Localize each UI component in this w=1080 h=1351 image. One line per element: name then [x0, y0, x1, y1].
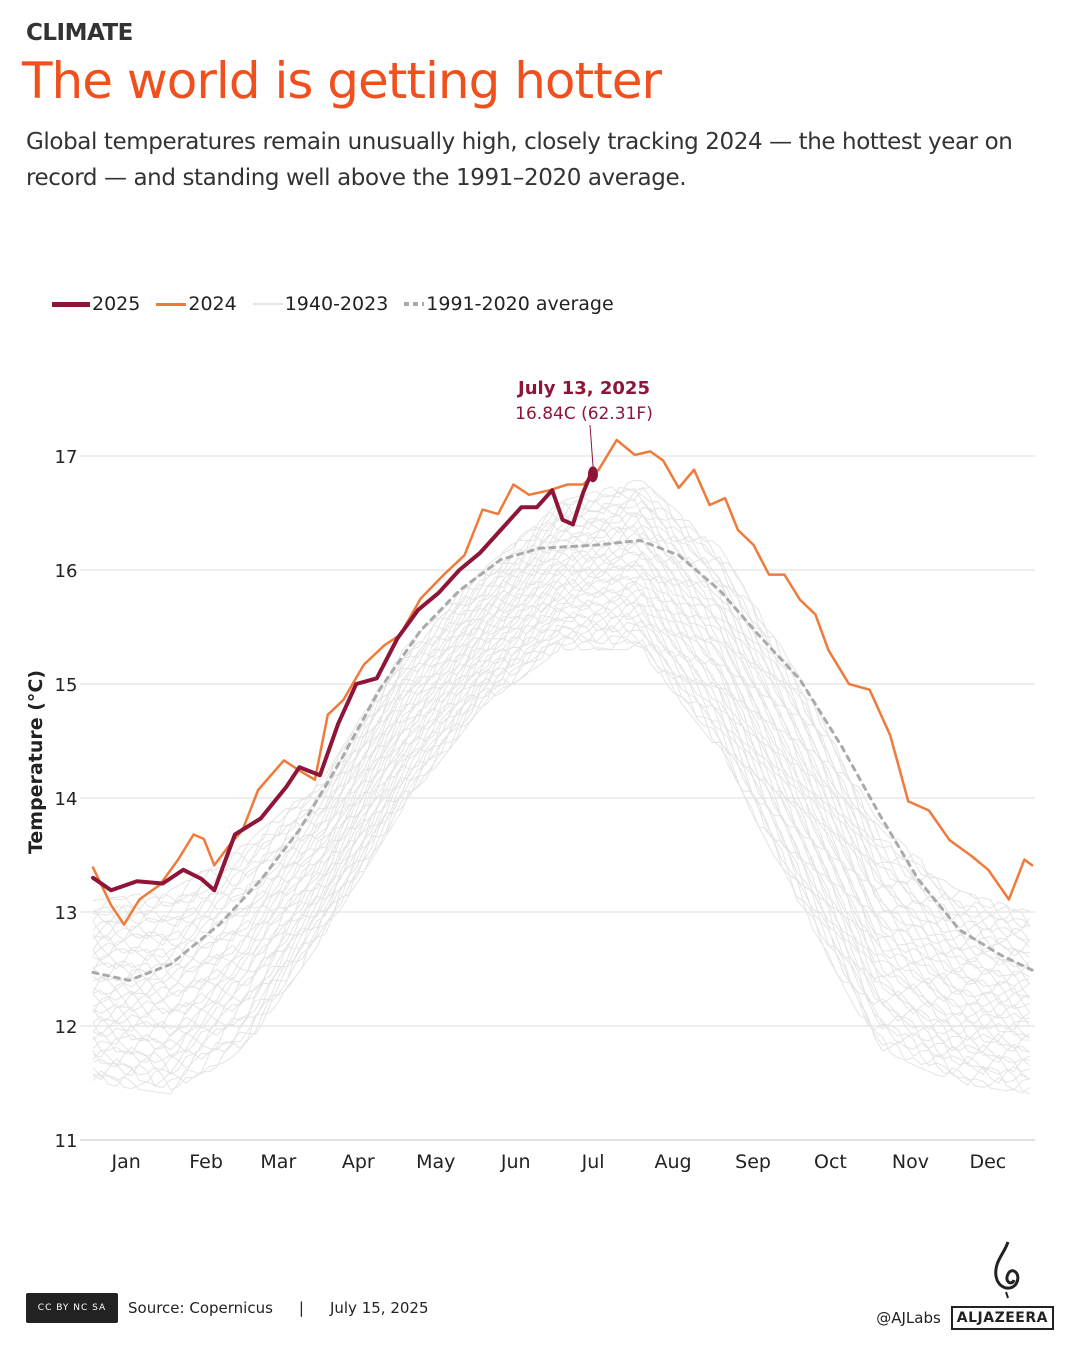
y-axis-label: Temperature (°C) [25, 670, 47, 854]
historical-line [92, 479, 1030, 918]
legend-label: 2025 [92, 293, 141, 315]
publish-date: July 15, 2025 [329, 1299, 429, 1317]
kicker: CLIMATE [26, 20, 133, 46]
historical-line [92, 500, 1030, 942]
historical-line [92, 619, 1030, 1084]
x-tick-label: Oct [814, 1151, 847, 1173]
series-line-1991-2020-average [91, 538, 1034, 982]
legend-item-average: 1991-2020 average [404, 293, 614, 315]
historical-line [92, 612, 1030, 1077]
y-tick-label: 11 [55, 1131, 78, 1152]
historical-line [92, 486, 1030, 928]
historical-line [92, 611, 1030, 1073]
brand: @AJLabs ALJAZEERA [876, 1240, 1054, 1330]
series-line-2024 [91, 438, 1034, 926]
legend-item-2025: 2025 [52, 293, 140, 315]
social-handle: @AJLabs [876, 1309, 941, 1327]
historical-line [92, 514, 1030, 968]
historical-line [92, 500, 1030, 948]
y-tick-label: 14 [55, 789, 78, 810]
x-tick-label: Feb [189, 1151, 223, 1173]
annotation-leader [589, 424, 594, 467]
x-tick-label: Dec [969, 1151, 1006, 1173]
annotation-value: 16.84C (62.31F) [515, 404, 653, 424]
legend-swatch-2025 [52, 301, 90, 307]
y-tick-label: 17 [55, 447, 78, 468]
legend-swatch-average [404, 302, 425, 306]
y-tick-label: 13 [55, 903, 78, 924]
cc-license-badge: CC BY NC SA [26, 1293, 118, 1323]
footer: CC BY NC SA Source: Copernicus | July 15… [26, 1293, 429, 1323]
x-tick-label: Nov [892, 1151, 929, 1173]
x-tick-label: Aug [655, 1151, 692, 1173]
x-tick-label: Apr [342, 1151, 375, 1173]
historical-line [92, 514, 1030, 966]
historical-line [92, 487, 1030, 926]
historical-line [92, 599, 1030, 1061]
annotation-date: July 13, 2025 [516, 378, 650, 399]
x-tick-label: Jul [581, 1151, 605, 1173]
legend-item-2024: 2024 [156, 293, 237, 315]
legend: 2025 2024 1940-2023 1991-2020 average [52, 293, 630, 315]
historical-line [92, 539, 1030, 1000]
source: Source: Copernicus [128, 1299, 273, 1317]
subtitle: Global temperatures remain unusually hig… [26, 129, 1013, 191]
x-tick-label: Jan [110, 1151, 140, 1173]
aljazeera-logo-icon [994, 1241, 1020, 1299]
historical-line [92, 586, 1030, 1039]
y-tick-label: 15 [55, 675, 78, 696]
legend-label: 1991-2020 average [426, 293, 614, 315]
historical-line [92, 568, 1030, 1023]
x-tick-label: Sep [735, 1151, 771, 1173]
historical-line [92, 526, 1030, 985]
y-tick-label: 16 [55, 561, 78, 582]
historical-line [92, 588, 1030, 1042]
historical-line [92, 610, 1030, 1079]
historical-line [92, 525, 1030, 977]
legend-label: 2024 [188, 293, 237, 315]
historical-line [92, 560, 1030, 1013]
historical-line [92, 511, 1030, 957]
historical-line [92, 531, 1030, 986]
legend-swatch-2024 [156, 302, 187, 306]
x-tick-label: Jun [500, 1151, 531, 1173]
page-title: The world is getting hotter [22, 52, 662, 110]
x-tick-label: May [416, 1151, 455, 1173]
legend-item-historical: 1940-2023 [252, 293, 389, 315]
historical-line [92, 555, 1030, 1013]
series-line-2025 [91, 472, 593, 893]
separator: | [298, 1299, 304, 1317]
legend-swatch-historical [252, 303, 283, 305]
historical-line [92, 598, 1030, 1055]
historical-line [92, 539, 1030, 995]
legend-label: 1940-2023 [284, 293, 389, 315]
y-tick-label: 12 [55, 1017, 78, 1038]
latest-point-marker [587, 466, 598, 483]
historical-line [92, 541, 1030, 996]
historical-line [92, 528, 1030, 977]
historical-line [92, 581, 1030, 1041]
historical-line [92, 622, 1030, 1091]
historical-line [92, 553, 1030, 1010]
x-tick-label: Mar [260, 1151, 296, 1173]
brand-wordmark: ALJAZEERA [950, 1306, 1054, 1330]
